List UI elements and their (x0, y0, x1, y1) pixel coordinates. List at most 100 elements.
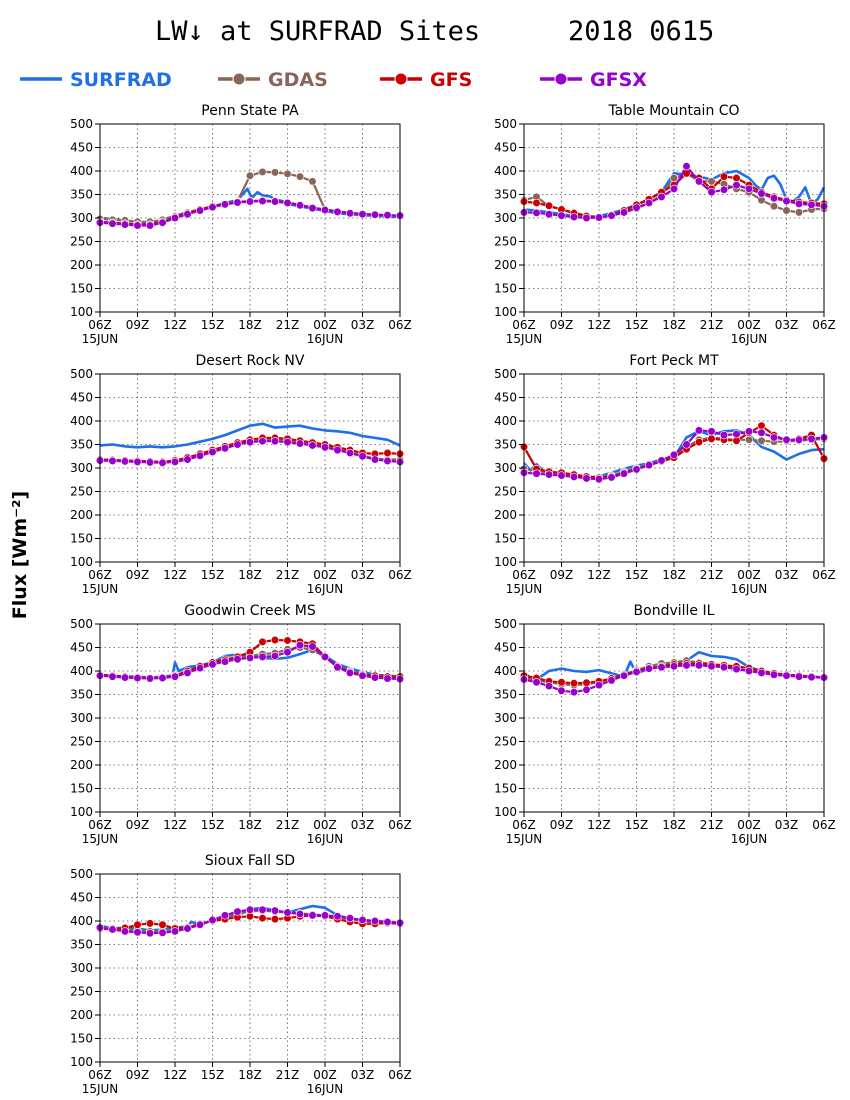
data-point (582, 213, 591, 223)
data-point (744, 666, 754, 676)
x-date-label: 16JUN (731, 332, 768, 346)
y-tick-label: 300 (70, 211, 93, 225)
data-point (769, 433, 779, 442)
data-point (233, 440, 242, 449)
data-point (283, 438, 292, 447)
x-tick-label: 06Z (388, 568, 412, 582)
data-point (370, 210, 380, 219)
y-tick-label: 400 (70, 414, 93, 428)
data-point (657, 456, 666, 465)
data-point (195, 206, 205, 215)
data-point (632, 465, 641, 474)
data-point (158, 218, 167, 227)
data-point (245, 438, 255, 447)
data-point (569, 688, 579, 697)
data-point (258, 196, 267, 206)
x-tick-label: 21Z (276, 568, 300, 582)
x-tick-label: 18Z (238, 318, 262, 332)
panel-sioux-fall-sd: Sioux Fall SD 100 150 200 250 300 350 400 450 500… (70, 853, 412, 1096)
data-point (619, 469, 629, 478)
y-axis: 100 150 200 250 300 350 400 450 500 (70, 867, 100, 1069)
grid (524, 374, 824, 562)
data-point (383, 456, 392, 466)
panel-penn-state-pa: Penn State PA 100 150 200 250 300 350 400 450 500… (70, 103, 412, 346)
data-point (283, 648, 292, 657)
data-point (220, 911, 230, 920)
data-point (769, 670, 779, 679)
x-tick-label: 18Z (662, 568, 686, 582)
data-point (719, 185, 729, 194)
data-point (569, 472, 579, 482)
y-tick-label: 450 (70, 891, 93, 905)
data-point (258, 914, 267, 923)
data-point (145, 221, 155, 230)
data-point (669, 173, 679, 183)
data-point (308, 911, 317, 920)
series-group (95, 635, 405, 684)
x-tick-label: 12Z (587, 318, 611, 332)
data-point (295, 909, 305, 919)
data-point (133, 457, 142, 466)
data-point (669, 662, 679, 671)
data-point (258, 652, 267, 662)
series-gfsx (95, 641, 405, 684)
data-point (108, 219, 117, 228)
data-point (120, 220, 130, 229)
data-point (245, 653, 255, 662)
y-axis-label: Flux [Wm⁻²] (9, 491, 31, 619)
data-point (295, 201, 305, 210)
data-point (594, 475, 604, 484)
x-tick-label: 06Z (812, 318, 836, 332)
data-point (669, 184, 679, 193)
data-point (133, 920, 142, 929)
data-point (233, 198, 242, 207)
data-point (782, 206, 791, 215)
data-point (345, 209, 355, 218)
y-tick-label: 200 (494, 758, 517, 772)
data-point (807, 434, 816, 443)
data-point (233, 655, 242, 664)
x-tick-label: 09Z (126, 818, 150, 832)
data-point (258, 437, 267, 446)
x-tick-label: 15Z (201, 1068, 225, 1082)
y-tick-label: 250 (70, 735, 93, 749)
data-point (682, 162, 691, 171)
x-tick-label: 15Z (625, 818, 649, 832)
figure-header: LW↓ at SURFRAD Sites 2018 0615 (155, 16, 714, 47)
data-point (370, 673, 380, 682)
x-tick-label: 03Z (351, 1068, 375, 1082)
legend-item-gfsx: GFSX (540, 69, 647, 91)
data-point (532, 208, 541, 217)
y-tick-label: 150 (70, 532, 93, 546)
y-tick-label: 450 (494, 391, 517, 405)
x-tick-label: 21Z (276, 818, 300, 832)
x-tick-label: 03Z (775, 318, 799, 332)
x-tick-label: 00Z (737, 568, 761, 582)
x-tick-label: 15Z (625, 568, 649, 582)
series-gfsx (519, 661, 829, 697)
data-point (333, 446, 342, 455)
data-point (694, 426, 704, 435)
y-tick-label: 200 (70, 1008, 93, 1022)
data-point (682, 661, 691, 670)
y-tick-label: 100 (70, 805, 93, 819)
data-point (732, 173, 741, 183)
x-date-label: 15JUN (82, 582, 119, 596)
legend: SURFRAD GDAS GFS GFSX (20, 69, 647, 91)
data-point (757, 428, 766, 437)
data-point (145, 929, 155, 938)
y-tick-label: 450 (494, 641, 517, 655)
data-point (258, 637, 267, 646)
y-axis: 100 150 200 250 300 350 400 450 500 (494, 367, 524, 569)
x-tick-label: 06Z (88, 568, 112, 582)
x-tick-label: 12Z (163, 1068, 187, 1082)
data-point (108, 925, 117, 934)
data-point (719, 663, 729, 672)
data-point (358, 452, 367, 461)
x-tick-label: 06Z (388, 818, 412, 832)
data-point (158, 673, 167, 683)
panel-table-mountain-co: Table Mountain CO 100 150 200 250 300 350 400 45… (494, 103, 836, 346)
data-point (607, 473, 616, 482)
data-point (245, 905, 255, 914)
